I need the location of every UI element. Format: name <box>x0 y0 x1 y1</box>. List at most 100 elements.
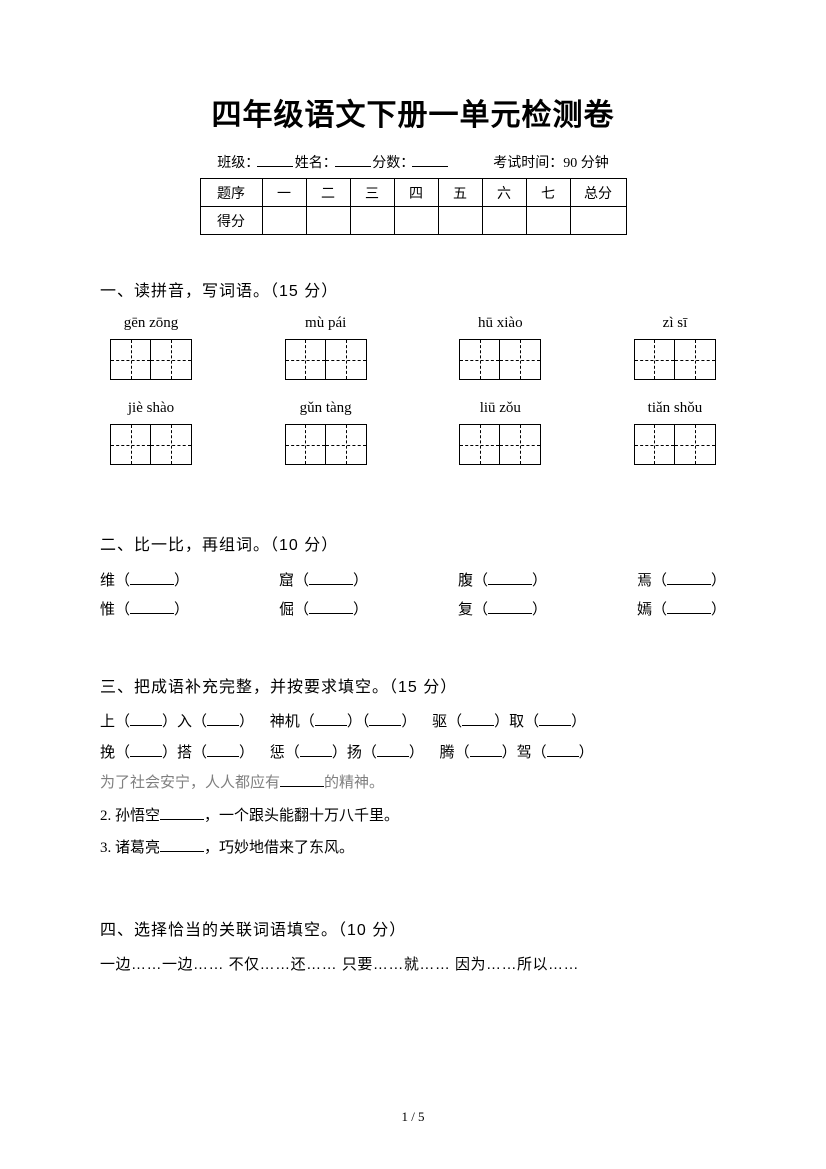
th-5: 五 <box>438 179 482 207</box>
q3-line-1: 上（）入（） 神机（）（） 驱（）取（） <box>100 711 726 734</box>
q2-row: 惟（） 倔（） 复（） 嫣（） <box>100 598 726 619</box>
q2-item: 腹（） <box>458 569 547 590</box>
page-number: 1 / 5 <box>0 1109 826 1125</box>
q3-note: 为了社会安宁，人人都应有的精神。 <box>100 772 726 795</box>
score-cell[interactable] <box>262 207 306 235</box>
pinyin-item: jiè shào <box>110 400 192 465</box>
label-score: 分数： <box>372 156 414 171</box>
idiom-pre: 腾（ <box>440 745 470 761</box>
fill-blank[interactable] <box>667 600 711 614</box>
tianzi-box[interactable] <box>110 424 192 465</box>
fill-blank[interactable] <box>470 743 502 757</box>
th-6: 六 <box>482 179 526 207</box>
blank-name[interactable] <box>335 166 371 167</box>
score-cell[interactable] <box>482 207 526 235</box>
q2-char: 复 <box>458 602 473 618</box>
fill-blank[interactable] <box>160 806 204 820</box>
fill-blank[interactable] <box>488 600 532 614</box>
th-7: 七 <box>526 179 570 207</box>
q2-char: 腹 <box>458 573 473 589</box>
q2-char: 窟 <box>279 573 294 589</box>
td-defen: 得分 <box>200 207 262 235</box>
fill-blank[interactable] <box>207 712 239 726</box>
tianzi-box[interactable] <box>285 424 367 465</box>
idiom-post: ） <box>239 714 254 730</box>
idiom-mid: ）取（ <box>494 714 539 730</box>
score-cell[interactable] <box>438 207 482 235</box>
tianzi-box[interactable] <box>459 424 541 465</box>
q2-char: 焉 <box>637 573 652 589</box>
tianzi-box[interactable] <box>285 339 367 380</box>
fill-blank[interactable] <box>130 743 162 757</box>
fill-blank[interactable] <box>667 571 711 585</box>
fill-blank[interactable] <box>130 600 174 614</box>
pinyin-text: zì sī <box>663 315 688 333</box>
idiom-pre: 驱（ <box>432 714 462 730</box>
pinyin-row-1: gēn zōng mù pái hū xiào zì sī <box>100 315 726 380</box>
idiom-post: ） <box>401 714 416 730</box>
tianzi-box[interactable] <box>459 339 541 380</box>
th-4: 四 <box>394 179 438 207</box>
pinyin-item: gǔn tàng <box>285 400 367 465</box>
score-cell[interactable] <box>306 207 350 235</box>
q2-char: 维 <box>100 573 115 589</box>
label-class: 班级： <box>217 156 259 171</box>
q2-char: 倔 <box>279 602 294 618</box>
q2-item: 惟（） <box>100 598 189 619</box>
pinyin-item: tiǎn shǒu <box>634 400 716 465</box>
label-name: 姓名： <box>295 156 337 171</box>
fill-blank[interactable] <box>207 743 239 757</box>
tianzi-box[interactable] <box>634 424 716 465</box>
idiom-mid: ）扬（ <box>332 745 377 761</box>
score-cell[interactable] <box>350 207 394 235</box>
fill-blank[interactable] <box>547 743 579 757</box>
section-4-heading: 四、选择恰当的关联词语填空。（10 分） <box>100 916 726 940</box>
q2-item: 嫣（） <box>637 598 726 619</box>
fill-blank[interactable] <box>309 571 353 585</box>
blank-class[interactable] <box>257 166 293 167</box>
section-1-heading: 一、读拼音，写词语。（15 分） <box>100 277 726 301</box>
section-3-heading: 三、把成语补充完整，并按要求填空。（15 分） <box>100 673 726 697</box>
note-text: 为了社会安宁，人人都应有 <box>100 775 280 791</box>
fill-blank[interactable] <box>130 571 174 585</box>
idiom-pre: 惩（ <box>270 745 300 761</box>
item-tail: ，巧妙地借来了东风。 <box>204 840 354 856</box>
idiom-mid: ）入（ <box>162 714 207 730</box>
score-table: 题序 一 二 三 四 五 六 七 总分 得分 <box>200 178 627 235</box>
fill-blank[interactable] <box>130 712 162 726</box>
score-cell[interactable] <box>526 207 570 235</box>
fill-blank[interactable] <box>160 838 204 852</box>
label-exam-time: 考试时间：90 分钟 <box>493 156 609 171</box>
tianzi-box[interactable] <box>634 339 716 380</box>
item-tail: ，一个跟头能翻十万八千里。 <box>204 808 399 824</box>
q2-item: 焉（） <box>637 569 726 590</box>
pinyin-text: hū xiào <box>478 315 523 333</box>
fill-blank[interactable] <box>377 743 409 757</box>
pinyin-text: jiè shào <box>128 400 174 418</box>
fill-blank[interactable] <box>309 600 353 614</box>
score-cell[interactable] <box>394 207 438 235</box>
fill-blank[interactable] <box>280 773 324 787</box>
item-text: 2. 孙悟空 <box>100 808 160 824</box>
idiom-mid: ）驾（ <box>502 745 547 761</box>
fill-blank[interactable] <box>462 712 494 726</box>
blank-score[interactable] <box>412 166 448 167</box>
q4-options: 一边……一边…… 不仅……还…… 只要……就…… 因为……所以…… <box>100 954 726 977</box>
q3-item-2: 2. 孙悟空 ，一个跟头能翻十万八千里。 <box>100 805 726 828</box>
q2-char: 嫣 <box>637 602 652 618</box>
pinyin-text: liū zǒu <box>480 400 521 418</box>
fill-blank[interactable] <box>488 571 532 585</box>
score-cell[interactable] <box>570 207 626 235</box>
th-total: 总分 <box>570 179 626 207</box>
tianzi-box[interactable] <box>110 339 192 380</box>
th-2: 二 <box>306 179 350 207</box>
q2-item: 窟（） <box>279 569 368 590</box>
fill-blank[interactable] <box>300 743 332 757</box>
q3-line-2: 挽（）搭（） 惩（）扬（） 腾（）驾（） <box>100 742 726 765</box>
info-line: 班级： 姓名： 分数： 考试时间：90 分钟 <box>100 152 726 172</box>
table-row: 得分 <box>200 207 626 235</box>
fill-blank[interactable] <box>315 712 347 726</box>
th-1: 一 <box>262 179 306 207</box>
fill-blank[interactable] <box>539 712 571 726</box>
fill-blank[interactable] <box>369 712 401 726</box>
